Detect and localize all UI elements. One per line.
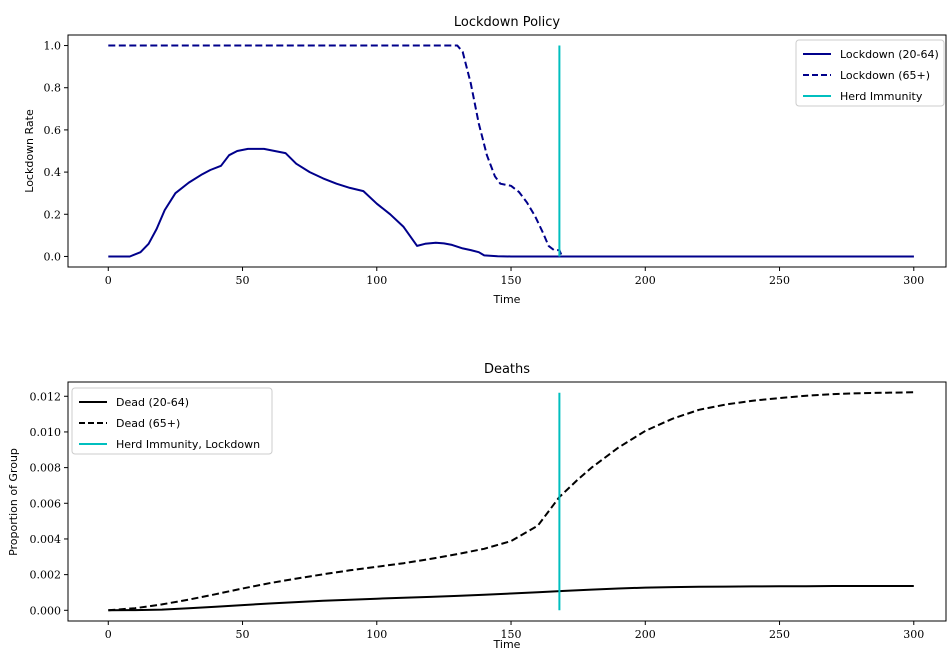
x-tick-label-lockdown: 50 (236, 274, 250, 287)
y-tick-label-deaths: 0.000 (30, 604, 62, 617)
chart-title-deaths: Deaths (484, 362, 530, 377)
series-line-lockdown-0 (108, 147, 914, 258)
legend-label-herd-immunity-lockdown: Herd Immunity, Lockdown (116, 438, 260, 451)
y-tick-label-deaths: 0.012 (30, 390, 62, 403)
x-tick-label-lockdown: 0 (105, 274, 112, 287)
x-ticks-deaths: 0 50 100 150 200 250 300 (105, 621, 924, 641)
x-tick-label-lockdown: 250 (769, 274, 790, 287)
legend-deaths: Dead (20-64) Dead (65+) Herd Immunity, L… (71, 387, 273, 455)
y-tick-label-lockdown: 0.2 (44, 208, 62, 221)
x-tick-label-lockdown: 200 (635, 274, 656, 287)
series-layer-deaths (108, 391, 914, 612)
x-tick-label-deaths: 200 (635, 628, 656, 641)
panel-deaths: 0 50 100 150 200 250 300 0.0000.0020.0040.0060… (7, 362, 947, 650)
series-layer-lockdown (108, 44, 914, 258)
legend-lockdown: Lockdown (20-64) Lockdown (65+) Herd Imm… (795, 39, 945, 107)
x-tick-label-lockdown: 300 (903, 274, 924, 287)
series-line-lockdown-1 (108, 44, 914, 258)
series-line-deaths-1 (108, 391, 914, 612)
y-tick-label-lockdown: 0.6 (44, 124, 62, 137)
x-tick-label-deaths: 100 (366, 628, 387, 641)
y-tick-label-deaths: 0.002 (30, 569, 62, 582)
legend-label-lockdown-20-64: Lockdown (20-64) (840, 48, 939, 61)
legend-label-dead-65: Dead (65+) (116, 417, 180, 430)
x-tick-label-lockdown: 150 (501, 274, 522, 287)
y-axis-label-lockdown: Lockdown Rate (23, 109, 36, 193)
y-tick-label-lockdown: 0.8 (44, 82, 62, 95)
legend-frame-deaths (71, 387, 273, 455)
legend-label-herd-immunity: Herd Immunity (840, 90, 923, 103)
y-tick-label-lockdown: 0.0 (44, 250, 62, 263)
y-tick-label-deaths: 0.004 (30, 533, 62, 546)
x-tick-label-deaths: 0 (105, 628, 112, 641)
y-tick-label-deaths: 0.008 (30, 462, 62, 475)
x-tick-label-deaths: 150 (501, 628, 522, 641)
x-tick-label-deaths: 50 (236, 628, 250, 641)
x-axis-label-lockdown: Time (493, 293, 521, 306)
series-line-deaths-0 (108, 585, 914, 612)
y-ticks-lockdown: 0.0 0.2 0.4 0.6 0.8 1.0 (44, 40, 68, 263)
y-tick-label-deaths: 0.006 (30, 497, 62, 510)
chart-title-lockdown: Lockdown Policy (454, 15, 561, 30)
x-axis-label-deaths: Time (493, 638, 521, 650)
y-tick-label-lockdown: 0.4 (44, 166, 62, 179)
y-ticks-deaths: 0.000 0.002 0.004 0.006 0.008 0.010 0.012 (30, 390, 68, 617)
y-tick-label-lockdown: 1.0 (44, 40, 62, 53)
y-tick-label-deaths: 0.010 (30, 426, 62, 439)
legend-frame-lockdown (795, 39, 945, 107)
legend-label-dead-20-64: Dead (20-64) (116, 396, 189, 409)
x-tick-label-deaths: 300 (903, 628, 924, 641)
x-tick-label-lockdown: 100 (366, 274, 387, 287)
y-axis-label-deaths: Proportion of Group (7, 448, 20, 556)
panel-lockdown-policy: 0 50 100 150 200 250 300 0.0 0.2 0.4 0.6 0.8 1.0 Lo… (23, 15, 947, 306)
x-ticks-lockdown: 0 50 100 150 200 250 300 (105, 267, 924, 287)
x-tick-label-deaths: 250 (769, 628, 790, 641)
legend-label-lockdown-65: Lockdown (65+) (840, 69, 930, 82)
